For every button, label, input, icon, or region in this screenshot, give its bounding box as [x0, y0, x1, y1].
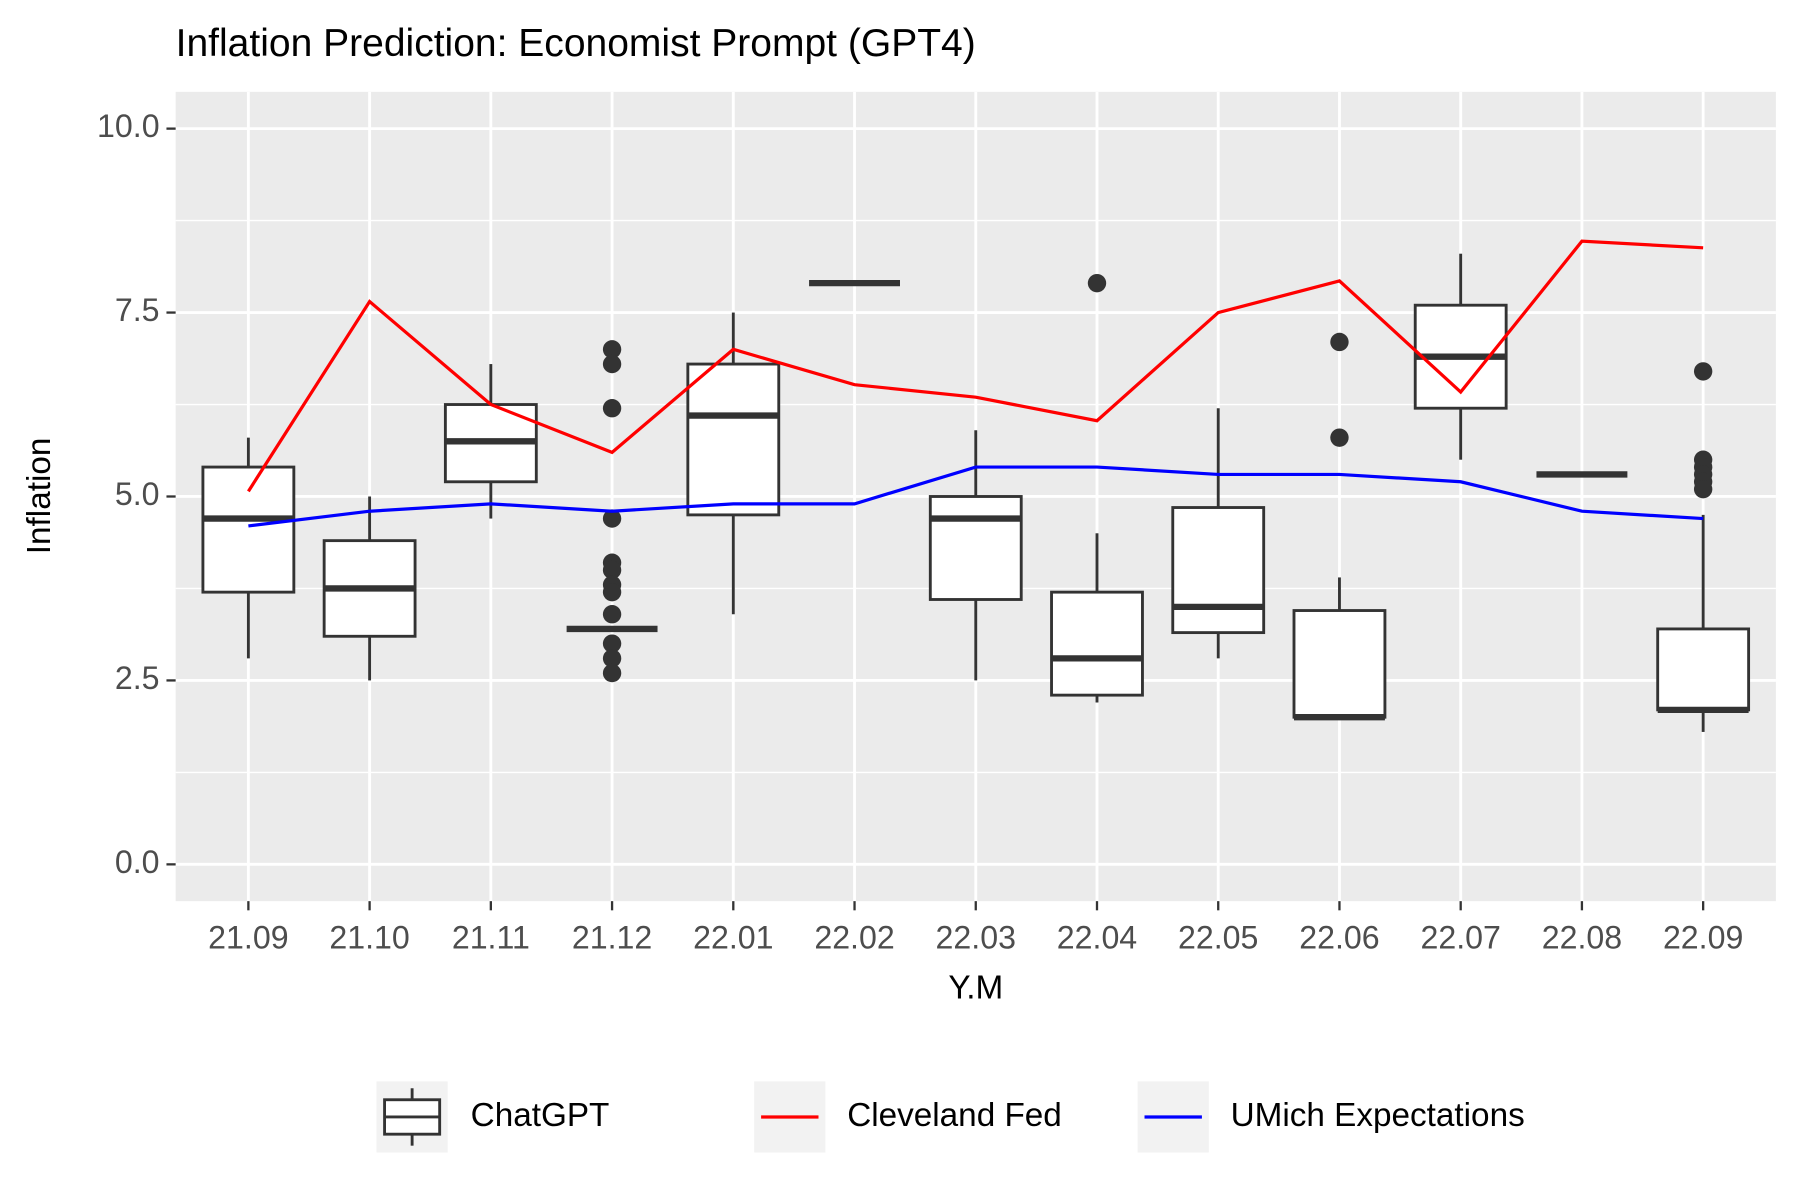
series-line	[248, 465, 1704, 528]
outlier	[602, 582, 622, 602]
legend-label: UMich Expectations	[1231, 1097, 1525, 1134]
x-tick-label: 22.05	[1178, 920, 1258, 956]
x-tick-label: 21.10	[329, 920, 409, 956]
legend-label: ChatGPT	[471, 1097, 610, 1134]
outlier	[602, 560, 622, 580]
x-tick-label: 22.09	[1663, 920, 1743, 956]
x-tick-label: 21.09	[208, 920, 288, 956]
x-tick-label: 21.12	[572, 920, 652, 956]
box	[686, 362, 781, 517]
x-tick-label: 22.02	[814, 920, 894, 956]
outlier	[602, 663, 622, 683]
outlier	[1693, 479, 1713, 499]
box	[1171, 506, 1266, 635]
y-tick-label: 0.0	[115, 844, 160, 880]
chart-title: Inflation Prediction: Economist Prompt (…	[176, 22, 976, 65]
x-axis-label: Y.M	[948, 969, 1003, 1006]
outlier	[1693, 362, 1713, 381]
box	[1292, 609, 1387, 719]
box	[928, 495, 1023, 601]
y-tick-label: 2.5	[115, 660, 160, 696]
outlier	[602, 340, 622, 359]
legend: ChatGPT Cleveland Fed UMich Expectations	[376, 1081, 1525, 1153]
x-tick-label: 22.01	[693, 920, 773, 956]
y-tick-label: 5.0	[115, 476, 160, 512]
outlier	[602, 634, 622, 653]
outlier	[1087, 273, 1107, 293]
x-tick-label: 22.07	[1420, 920, 1500, 956]
legend-label: Cleveland Fed	[847, 1097, 1062, 1134]
series-line	[247, 239, 1704, 493]
x-tick-label: 22.06	[1299, 920, 1379, 956]
box	[1050, 590, 1144, 697]
outlier	[602, 354, 622, 374]
outlier	[602, 649, 622, 668]
outlier	[1330, 428, 1349, 447]
x-tick-label: 21.11	[452, 920, 530, 956]
outlier	[602, 605, 622, 624]
outlier	[1330, 332, 1349, 352]
x-tick-label: 22.08	[1542, 920, 1622, 956]
y-axis-label: Inflation	[21, 438, 58, 555]
box	[1656, 627, 1751, 712]
y-tick-label: 7.5	[115, 292, 160, 328]
outlier	[602, 399, 622, 418]
y-tick-label: 10.0	[97, 108, 160, 144]
x-tick-label: 22.03	[936, 920, 1016, 956]
box	[201, 465, 296, 594]
outlier	[602, 509, 622, 528]
x-tick-label: 22.04	[1057, 920, 1137, 956]
